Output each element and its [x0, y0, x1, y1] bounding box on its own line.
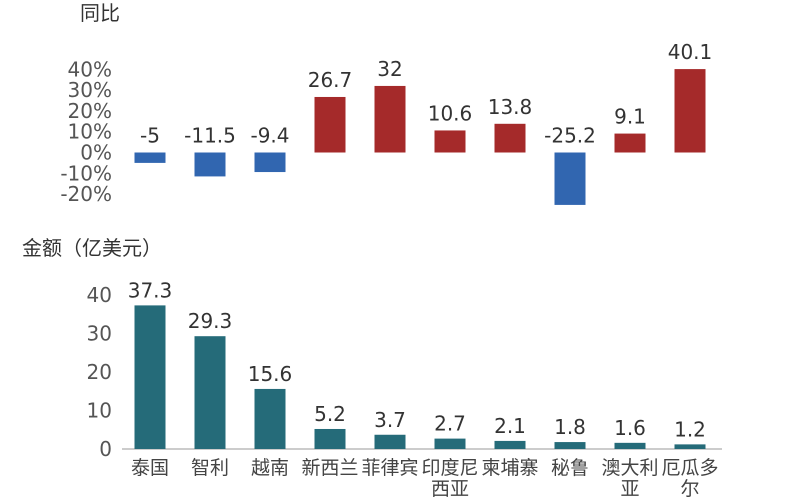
- amount-bar-新西兰: [314, 428, 346, 449]
- yoy-value-label: 10.6: [428, 101, 473, 125]
- amount-bar-泰国: [134, 305, 166, 449]
- category-label-line: 越南: [251, 457, 289, 479]
- yoy-y-tick-label: 0%: [80, 141, 112, 165]
- category-label-越南: 越南: [251, 457, 289, 479]
- yoy-chart-title: 同比: [80, 1, 120, 25]
- category-label-印度尼西亚: 印度尼西亚: [421, 457, 478, 500]
- amount-y-tick-label: 10: [87, 399, 112, 423]
- category-label-智利: 智利: [191, 457, 229, 479]
- category-label-line: 智利: [191, 457, 229, 479]
- amount-value-label: 37.3: [128, 278, 173, 302]
- yoy-y-tick-label: 20%: [68, 99, 112, 123]
- amount-value-label: 1.8: [554, 415, 586, 439]
- yoy-value-label: -11.5: [184, 124, 236, 148]
- category-label-新西兰: 新西兰: [301, 457, 358, 479]
- amount-chart: 金额（亿美元） 40 30 20 10 0 37.3 29.3 15.6 5.2 3.7 2.7 2…: [22, 236, 722, 500]
- amount-value-label: 29.3: [188, 309, 233, 333]
- amount-bar-越南: [254, 388, 286, 449]
- category-label-柬埔寨: 柬埔寨: [481, 457, 538, 479]
- category-label-菲律宾: 菲律宾: [361, 457, 418, 479]
- yoy-value-label: -25.2: [544, 124, 596, 148]
- category-label-line: 秘鲁: [551, 457, 589, 479]
- yoy-y-tick-label: 30%: [68, 78, 112, 102]
- amount-y-axis: 40 30 20 10 0: [87, 283, 112, 461]
- amount-y-tick-label: 30: [87, 322, 112, 346]
- yoy-value-label: 13.8: [488, 95, 533, 119]
- yoy-bar-澳大利亚: [614, 133, 646, 153]
- amount-y-tick-label: 20: [87, 360, 112, 384]
- category-label-line: 新西兰: [301, 457, 358, 479]
- category-label-秘鲁: 秘鲁: [551, 457, 589, 479]
- yoy-chart: 同比 40%30%20%10%0%-10%-20% -5 -11.5 -9.4 26.…: [60, 1, 712, 206]
- category-label-line: 尔: [680, 478, 699, 500]
- amount-value-label: 5.2: [314, 402, 346, 426]
- yoy-value-label: -5: [140, 124, 160, 148]
- amount-value-label: 1.2: [674, 417, 706, 441]
- yoy-bar-印度尼西亚: [434, 130, 466, 153]
- category-label-line: 西亚: [431, 478, 469, 500]
- yoy-bar-越南: [254, 152, 286, 173]
- amount-bars: [134, 305, 706, 449]
- amount-bar-印度尼西亚: [434, 438, 466, 449]
- yoy-bar-秘鲁: [554, 152, 586, 205]
- category-label-泰国: 泰国: [131, 457, 169, 479]
- yoy-y-tick-label: 40%: [68, 57, 112, 81]
- yoy-y-tick-label: -20%: [60, 182, 112, 206]
- amount-value-label: 3.7: [374, 408, 406, 432]
- yoy-bar-菲律宾: [374, 85, 406, 153]
- category-label-厄瓜多尔: 厄瓜多尔: [661, 457, 718, 500]
- amount-bar-智利: [194, 336, 226, 449]
- category-label-line: 柬埔寨: [481, 457, 538, 479]
- yoy-bar-新西兰: [314, 96, 346, 153]
- yoy-y-tick-label: 10%: [68, 120, 112, 144]
- yoy-value-label: -9.4: [250, 124, 289, 148]
- category-label-line: 澳大利: [601, 457, 658, 479]
- yoy-y-tick-label: -10%: [60, 161, 112, 185]
- amount-bar-柬埔寨: [494, 440, 526, 449]
- amount-bar-厄瓜多尔: [674, 444, 706, 449]
- amount-bar-秘鲁: [554, 442, 586, 449]
- amount-chart-title: 金额（亿美元）: [22, 236, 162, 260]
- category-label-line: 印度尼: [421, 457, 478, 479]
- amount-bar-菲律宾: [374, 434, 406, 449]
- category-label-line: 亚: [620, 478, 639, 500]
- amount-value-label: 2.1: [494, 414, 526, 438]
- yoy-value-labels: -5 -11.5 -9.4 26.7 32 10.6 13.8 -25.2 9.1 40.1: [140, 40, 712, 147]
- amount-value-label: 1.6: [614, 416, 646, 440]
- amount-bar-澳大利亚: [614, 442, 646, 449]
- category-label-line: 厄瓜多: [661, 457, 718, 479]
- amount-y-tick-label: 40: [87, 283, 112, 307]
- yoy-y-axis: 40%30%20%10%0%-10%-20%: [60, 57, 112, 206]
- yoy-value-label: 9.1: [614, 105, 646, 129]
- yoy-bar-泰国: [134, 152, 166, 163]
- yoy-bars: [134, 69, 706, 205]
- yoy-bar-柬埔寨: [494, 123, 526, 153]
- category-label-澳大利亚: 澳大利亚: [601, 457, 658, 500]
- yoy-value-label: 40.1: [668, 40, 713, 64]
- amount-y-tick-label: 0: [99, 437, 112, 461]
- amount-value-labels: 37.3 29.3 15.6 5.2 3.7 2.7 2.1 1.8 1.6 1.2: [128, 278, 706, 441]
- amount-value-label: 2.7: [434, 412, 466, 436]
- category-label-line: 泰国: [131, 457, 169, 479]
- yoy-bar-智利: [194, 152, 226, 177]
- yoy-bar-厄瓜多尔: [674, 69, 706, 153]
- category-label-line: 菲律宾: [361, 457, 418, 479]
- yoy-value-label: 26.7: [308, 68, 353, 92]
- yoy-value-label: 32: [377, 57, 402, 81]
- amount-value-label: 15.6: [248, 362, 293, 386]
